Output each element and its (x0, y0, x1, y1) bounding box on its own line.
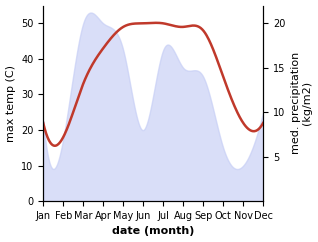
Y-axis label: max temp (C): max temp (C) (5, 65, 16, 142)
X-axis label: date (month): date (month) (112, 227, 194, 236)
Y-axis label: med. precipitation
(kg/m2): med. precipitation (kg/m2) (291, 52, 313, 154)
